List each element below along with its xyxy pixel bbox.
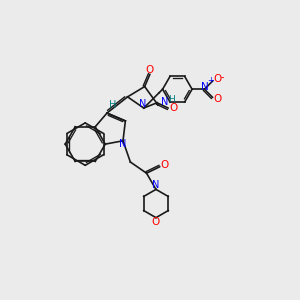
Text: H: H <box>109 100 116 110</box>
Text: N: N <box>152 180 159 190</box>
Text: H: H <box>168 95 175 104</box>
Text: O: O <box>160 160 169 170</box>
Text: +: + <box>208 76 214 85</box>
Text: N: N <box>161 98 168 107</box>
Text: N: N <box>119 139 127 149</box>
Text: O: O <box>146 65 154 75</box>
Text: O: O <box>152 217 160 227</box>
Text: -: - <box>220 72 224 82</box>
Text: N: N <box>139 99 146 109</box>
Text: N: N <box>201 82 208 92</box>
Text: O: O <box>213 94 221 104</box>
Text: O: O <box>213 74 221 84</box>
Text: O: O <box>169 103 178 113</box>
